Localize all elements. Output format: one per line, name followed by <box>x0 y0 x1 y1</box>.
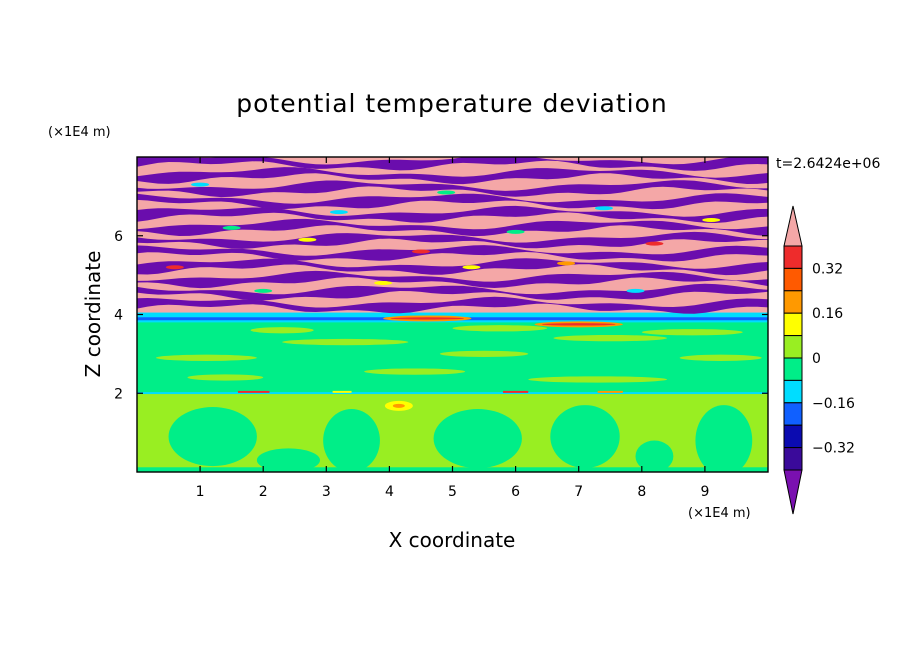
streak <box>282 338 409 346</box>
streak <box>452 325 548 332</box>
purple-band <box>137 157 768 171</box>
colorbar-segment <box>783 245 803 269</box>
streak <box>439 350 529 358</box>
contour-field <box>137 157 768 472</box>
x-tick-label: 5 <box>448 484 457 500</box>
boundary-patch <box>502 390 529 393</box>
y-tick-label: 6 <box>114 229 123 245</box>
x-tick-label: 8 <box>637 484 646 500</box>
speckle <box>702 218 721 222</box>
x-tick-label: 6 <box>511 484 520 500</box>
y-tick-label: 4 <box>114 308 123 324</box>
speckle <box>437 190 456 195</box>
purple-band <box>137 167 768 185</box>
colorbar-segment <box>783 335 803 359</box>
speckle <box>626 288 645 293</box>
purple-band <box>137 245 768 262</box>
boundary-patch <box>332 390 352 393</box>
boundary-line <box>137 392 768 395</box>
speckle <box>191 182 210 187</box>
colorbar-segment <box>783 402 803 426</box>
colorbar-tick-label: 0.32 <box>812 261 843 277</box>
plume-region <box>168 407 257 467</box>
streak <box>250 327 314 334</box>
boundary-patch <box>237 390 270 393</box>
plume-region <box>635 440 674 472</box>
purple-band <box>137 296 768 314</box>
y-axis-ticks: 2 4 6 <box>114 229 768 402</box>
purple-band <box>137 231 768 249</box>
speckle <box>254 288 273 293</box>
x-axis-ticks: 1 2 3 4 5 6 7 8 9 <box>196 157 709 500</box>
speckle <box>594 206 613 211</box>
speckle <box>329 210 348 215</box>
purple-band <box>137 205 768 223</box>
speckle <box>374 281 393 285</box>
speckle <box>222 225 241 230</box>
plume-region <box>256 448 320 472</box>
chart-title: potential temperature deviation <box>236 89 667 118</box>
streak <box>528 376 668 383</box>
x-tick-label: 9 <box>700 484 709 500</box>
purple-band <box>137 180 768 198</box>
y-tick-label: 2 <box>114 386 123 402</box>
purple-band <box>137 258 768 276</box>
colorbar-tick-label: 0.16 <box>812 306 843 322</box>
purple-band <box>137 193 768 210</box>
colorbar-tick-label: −0.32 <box>812 441 855 457</box>
streak <box>364 368 466 375</box>
x-tick-label: 4 <box>385 484 394 500</box>
y-unit-label: (×1E4 m) <box>48 125 111 140</box>
purple-band <box>137 283 768 301</box>
speckle <box>506 229 525 234</box>
x-tick-label: 2 <box>259 484 268 500</box>
speckle <box>165 265 184 270</box>
interface-wave-core <box>541 323 616 326</box>
speckle <box>298 237 317 242</box>
x-tick-label: 3 <box>322 484 331 500</box>
plume-region <box>550 405 620 469</box>
time-label: t=2.6424e+06 <box>776 156 880 172</box>
speckle <box>462 265 481 270</box>
warm-blob-core <box>392 403 405 408</box>
colorbar-tick-label: −0.16 <box>812 396 855 412</box>
purple-band <box>137 218 768 237</box>
boundary-patch <box>597 390 623 393</box>
colorbar-labels: 0.32 0.16 0 −0.16 −0.32 <box>812 261 855 456</box>
streak <box>553 334 668 342</box>
y-axis-label: Z coordinate <box>81 251 105 378</box>
x-axis-label: X coordinate <box>389 528 516 552</box>
colorbar <box>783 205 803 515</box>
plume-region <box>323 409 380 472</box>
colorbar-segment <box>783 290 803 314</box>
colorbar-segment <box>783 267 803 292</box>
colorbar-segment <box>783 312 803 337</box>
x-tick-label: 7 <box>574 484 583 500</box>
speckle <box>645 241 664 246</box>
streak <box>155 354 257 361</box>
plume-region <box>695 405 753 472</box>
colorbar-segment <box>783 424 803 449</box>
interface-wave-core <box>390 317 465 320</box>
speckle <box>557 261 576 266</box>
colorbar-segment <box>783 357 803 381</box>
x-unit-label: (×1E4 m) <box>688 506 751 521</box>
streak <box>679 354 762 361</box>
x-tick-label: 1 <box>196 484 205 500</box>
colorbar-tick-label: 0 <box>812 351 821 367</box>
colorbar-bottom-arrow <box>783 469 803 515</box>
streak <box>187 374 264 381</box>
colorbar-segment <box>783 379 803 404</box>
colorbar-top-arrow <box>783 205 803 247</box>
colorbar-segment <box>783 447 803 471</box>
plume-region <box>433 409 522 469</box>
speckle <box>411 249 430 254</box>
purple-band <box>137 270 768 289</box>
streak <box>641 329 743 336</box>
